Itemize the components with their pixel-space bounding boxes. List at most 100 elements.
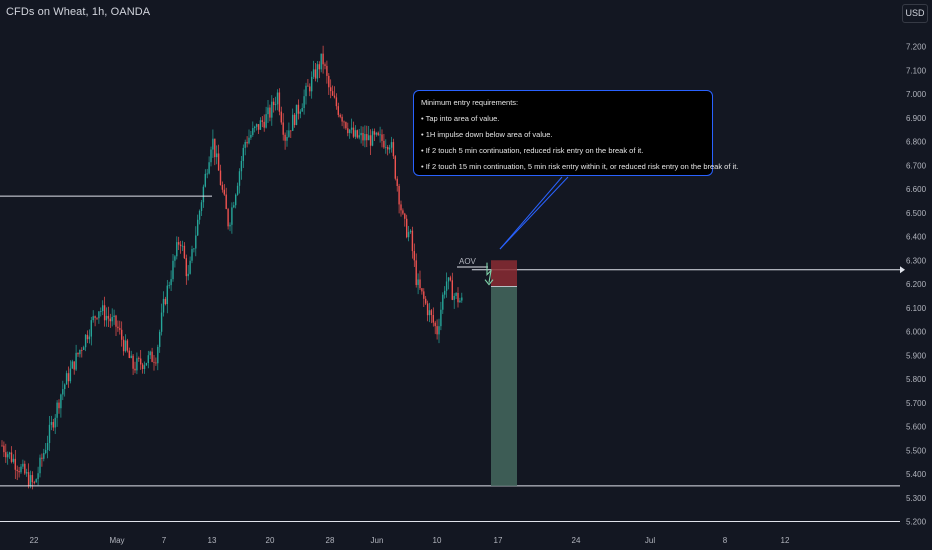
candle-body <box>430 310 433 316</box>
candle-body <box>200 202 203 211</box>
take-profit-zone[interactable] <box>491 286 517 486</box>
candle-body <box>45 450 47 454</box>
candle-body <box>459 300 461 303</box>
candle-body <box>212 138 214 150</box>
price-tick-label: 7.100 <box>906 66 927 75</box>
candle-body <box>284 134 286 141</box>
candle-body <box>219 170 222 185</box>
candle-body <box>328 75 330 88</box>
time-tick-label: 7 <box>162 536 167 545</box>
candle-body <box>231 207 233 225</box>
candle-body <box>305 85 307 97</box>
price-axis[interactable]: 7.200 7.100 7.000 6.900 6.800 6.700 6.600 6.500… <box>906 43 927 527</box>
candle-body <box>81 349 83 351</box>
candle-body <box>419 279 421 289</box>
candle-body <box>103 305 106 321</box>
candle-body <box>24 463 26 474</box>
candle-body <box>360 132 362 136</box>
candle-body <box>320 53 322 70</box>
price-tick-label: 5.600 <box>906 423 927 432</box>
candle-body <box>56 402 58 418</box>
candle-body <box>141 364 144 370</box>
candle-body <box>415 260 417 285</box>
candle-body <box>83 347 85 350</box>
candle-body <box>309 86 311 92</box>
candle-body <box>343 121 345 123</box>
candle-body <box>390 142 393 148</box>
candle-body <box>69 368 72 382</box>
candle-body <box>335 97 338 107</box>
candle-body <box>318 64 320 70</box>
candle-body <box>204 173 206 187</box>
candle-body <box>421 288 423 292</box>
candle-body <box>265 114 267 128</box>
candle-body <box>377 132 379 135</box>
candle-body <box>381 134 383 141</box>
candle-body <box>301 108 303 112</box>
candle-body <box>153 361 155 363</box>
candle-body <box>43 453 45 459</box>
candle-body <box>364 134 366 141</box>
candle-body <box>236 185 239 195</box>
candle-body <box>257 124 260 130</box>
candle-body <box>170 279 172 286</box>
callout-item: • 1H impulse down below area of value. <box>421 130 553 139</box>
price-tick-label: 5.300 <box>906 494 927 503</box>
candle-body <box>358 135 360 138</box>
candle-body <box>195 235 197 249</box>
candle-body <box>155 362 157 364</box>
currency-button[interactable]: USD <box>902 4 928 23</box>
candle-body <box>77 352 79 355</box>
price-tick-label: 5.800 <box>906 375 927 384</box>
price-tick-label: 6.100 <box>906 304 927 313</box>
candle-body <box>166 285 168 305</box>
candle-body <box>8 452 11 455</box>
candle-body <box>337 106 339 115</box>
candle-body <box>276 92 279 105</box>
callout-title: Minimum entry requirements: <box>421 98 519 107</box>
candle-body <box>35 479 37 483</box>
candle-body <box>147 355 149 364</box>
candle-body <box>453 295 455 300</box>
candle-body <box>3 445 5 453</box>
short-position-tool[interactable] <box>484 260 517 486</box>
candle-body <box>434 322 436 327</box>
candle-body <box>136 358 138 371</box>
time-tick-label: 17 <box>494 536 503 545</box>
price-tick-label: 7.200 <box>906 43 927 52</box>
candle-body <box>394 156 396 179</box>
candle-body <box>307 85 309 87</box>
candle-body <box>383 140 385 148</box>
candle-body <box>362 132 364 141</box>
time-axis[interactable]: 22 May 7 13 20 28 Jun 10 17 24 Jul 8 12 <box>30 536 790 545</box>
time-tick-label: 12 <box>781 536 790 545</box>
candle-body <box>259 120 262 130</box>
candle-body <box>322 53 324 65</box>
candle-body <box>75 352 77 370</box>
candle-body <box>65 373 68 385</box>
candle-body <box>145 363 148 366</box>
candle-body <box>27 472 30 487</box>
candle-body <box>46 442 49 451</box>
candle-body <box>210 149 212 163</box>
candle-body <box>254 126 256 129</box>
candle-body <box>269 107 271 118</box>
symbol-title[interactable]: CFDs on Wheat, 1h, OANDA <box>6 6 151 18</box>
stop-loss-zone[interactable] <box>491 260 517 287</box>
candle-body <box>60 394 62 409</box>
candle-body <box>172 260 174 280</box>
candle-body <box>406 218 408 238</box>
candle-body <box>140 358 142 365</box>
price-tick-label: 6.300 <box>906 256 927 265</box>
candle-body <box>324 64 326 66</box>
candles-layer <box>1 45 463 490</box>
candle-body <box>121 329 123 340</box>
candle-body <box>278 92 281 112</box>
price-tick-label: 6.000 <box>906 328 927 337</box>
candle-body <box>451 280 453 300</box>
candle-body <box>288 130 290 137</box>
candle-body <box>5 452 7 458</box>
candle-body <box>115 315 117 327</box>
candle-body <box>67 373 70 382</box>
